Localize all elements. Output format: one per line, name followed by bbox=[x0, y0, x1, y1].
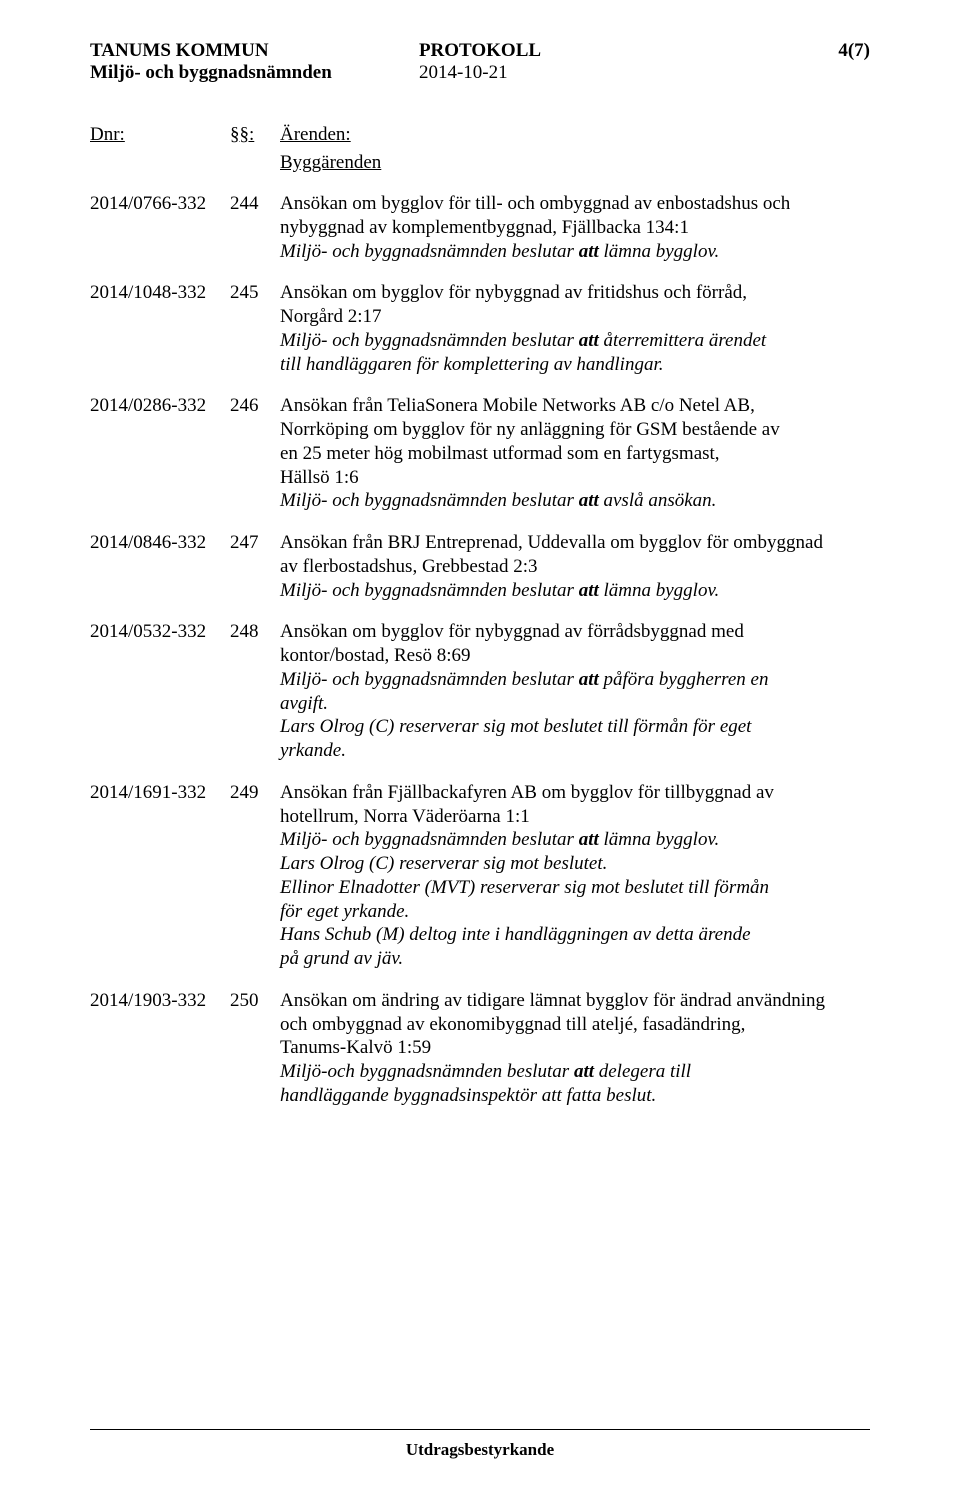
entry-line: Ansökan från BRJ Entreprenad, Uddevalla … bbox=[280, 531, 870, 555]
entry-line: Miljö- och byggnadsnämnden beslutar att … bbox=[280, 489, 870, 513]
page-number: 4(7) bbox=[838, 40, 870, 62]
document-page: TANUMS KOMMUN Miljö- och byggnadsnämnden… bbox=[0, 0, 960, 1500]
entry-line: yrkande. bbox=[280, 739, 870, 763]
entry-section-number: 249 bbox=[230, 781, 280, 971]
entry-line: Ansökan om ändring av tidigare lämnat by… bbox=[280, 989, 870, 1013]
entry-row: 2014/0846-332247Ansökan från BRJ Entrepr… bbox=[90, 531, 870, 602]
entry-line: av flerbostadshus, Grebbestad 2:3 bbox=[280, 555, 870, 579]
org-name: TANUMS KOMMUN bbox=[90, 40, 332, 62]
entry-line: Ansökan från TeliaSonera Mobile Networks… bbox=[280, 394, 870, 418]
entry-body: Ansökan från Fjällbackafyren AB om byggl… bbox=[280, 781, 870, 971]
entry-row: 2014/0286-332246Ansökan från TeliaSonera… bbox=[90, 394, 870, 513]
entry-body: Ansökan om bygglov för nybyggnad av frit… bbox=[280, 281, 870, 376]
col-header-title: Ärenden: bbox=[280, 124, 351, 146]
entry-body: Ansökan från BRJ Entreprenad, Uddevalla … bbox=[280, 531, 870, 602]
col-header-section: §§: bbox=[230, 124, 280, 146]
entry-line: Ansökan om bygglov för nybyggnad av frit… bbox=[280, 281, 870, 305]
doc-type: PROTOKOLL bbox=[419, 40, 541, 62]
entry-dnr: 2014/0846-332 bbox=[90, 531, 230, 602]
entry-line: avgift. bbox=[280, 692, 870, 716]
page-header: TANUMS KOMMUN Miljö- och byggnadsnämnden… bbox=[90, 40, 870, 84]
entry-line: Hällsö 1:6 bbox=[280, 466, 870, 490]
entry-body: Ansökan om bygglov för till- och ombyggn… bbox=[280, 192, 870, 263]
entry-line: Miljö- och byggnadsnämnden beslutar att … bbox=[280, 329, 870, 353]
entry-body: Ansökan om bygglov för nybyggnad av förr… bbox=[280, 620, 870, 763]
entry-section-number: 244 bbox=[230, 192, 280, 263]
entry-row: 2014/1048-332245Ansökan om bygglov för n… bbox=[90, 281, 870, 376]
entry-line: Lars Olrog (C) reserverar sig mot beslut… bbox=[280, 715, 870, 739]
entry-dnr: 2014/1903-332 bbox=[90, 989, 230, 1108]
entry-body: Ansökan från TeliaSonera Mobile Networks… bbox=[280, 394, 870, 513]
entry-line: kontor/bostad, Resö 8:69 bbox=[280, 644, 870, 668]
entry-line: Miljö- och byggnadsnämnden beslutar att … bbox=[280, 828, 870, 852]
entry-dnr: 2014/1691-332 bbox=[90, 781, 230, 971]
footer-divider bbox=[90, 1429, 870, 1430]
entry-line: Norrköping om bygglov för ny anläggning … bbox=[280, 418, 870, 442]
col-header-dnr: Dnr: bbox=[90, 124, 230, 146]
entry-line: Ansökan om bygglov för nybyggnad av förr… bbox=[280, 620, 870, 644]
section-heading: Byggärenden bbox=[280, 152, 870, 174]
entry-body: Ansökan om ändring av tidigare lämnat by… bbox=[280, 989, 870, 1108]
entry-line: Norgård 2:17 bbox=[280, 305, 870, 329]
entry-row: 2014/1691-332249Ansökan från Fjällbackaf… bbox=[90, 781, 870, 971]
entry-dnr: 2014/0286-332 bbox=[90, 394, 230, 513]
entry-section-number: 246 bbox=[230, 394, 280, 513]
entry-line: Ellinor Elnadotter (MVT) reserverar sig … bbox=[280, 876, 870, 900]
entry-line: Ansökan från Fjällbackafyren AB om byggl… bbox=[280, 781, 870, 805]
entries-list: 2014/0766-332244Ansökan om bygglov för t… bbox=[90, 192, 870, 1108]
entry-line: för eget yrkande. bbox=[280, 900, 870, 924]
entry-row: 2014/0532-332248Ansökan om bygglov för n… bbox=[90, 620, 870, 763]
entry-line: hotellrum, Norra Väderöarna 1:1 bbox=[280, 805, 870, 829]
entry-row: 2014/0766-332244Ansökan om bygglov för t… bbox=[90, 192, 870, 263]
committee-name: Miljö- och byggnadsnämnden bbox=[90, 62, 332, 84]
entry-line: och ombyggnad av ekonomibyggnad till ate… bbox=[280, 1013, 870, 1037]
entry-line: Miljö-och byggnadsnämnden beslutar att d… bbox=[280, 1060, 870, 1084]
entry-section-number: 245 bbox=[230, 281, 280, 376]
entry-line: nybyggnad av komplementbyggnad, Fjällbac… bbox=[280, 216, 870, 240]
entry-line: Hans Schub (M) deltog inte i handläggnin… bbox=[280, 923, 870, 947]
entry-line: på grund av jäv. bbox=[280, 947, 870, 971]
entry-line: Tanums-Kalvö 1:59 bbox=[280, 1036, 870, 1060]
entry-section-number: 248 bbox=[230, 620, 280, 763]
header-right: 4(7) bbox=[838, 40, 870, 62]
entry-dnr: 2014/0532-332 bbox=[90, 620, 230, 763]
entry-line: Miljö- och byggnadsnämnden beslutar att … bbox=[280, 668, 870, 692]
header-center: PROTOKOLL 2014-10-21 bbox=[419, 40, 541, 84]
entry-line: handläggande byggnadsinspektör att fatta… bbox=[280, 1084, 870, 1108]
entry-dnr: 2014/0766-332 bbox=[90, 192, 230, 263]
header-left: TANUMS KOMMUN Miljö- och byggnadsnämnden bbox=[90, 40, 332, 84]
entry-line: Miljö- och byggnadsnämnden beslutar att … bbox=[280, 579, 870, 603]
entry-line: till handläggaren för komplettering av h… bbox=[280, 353, 870, 377]
entry-dnr: 2014/1048-332 bbox=[90, 281, 230, 376]
entry-line: Miljö- och byggnadsnämnden beslutar att … bbox=[280, 240, 870, 264]
footer-label: Utdragsbestyrkande bbox=[0, 1440, 960, 1460]
entry-section-number: 250 bbox=[230, 989, 280, 1108]
entry-row: 2014/1903-332250Ansökan om ändring av ti… bbox=[90, 989, 870, 1108]
entry-section-number: 247 bbox=[230, 531, 280, 602]
entry-line: en 25 meter hög mobilmast utformad som e… bbox=[280, 442, 870, 466]
entry-line: Lars Olrog (C) reserverar sig mot beslut… bbox=[280, 852, 870, 876]
column-headers: Dnr: §§: Ärenden: bbox=[90, 124, 870, 146]
doc-date: 2014-10-21 bbox=[419, 62, 541, 84]
entry-line: Ansökan om bygglov för till- och ombyggn… bbox=[280, 192, 870, 216]
